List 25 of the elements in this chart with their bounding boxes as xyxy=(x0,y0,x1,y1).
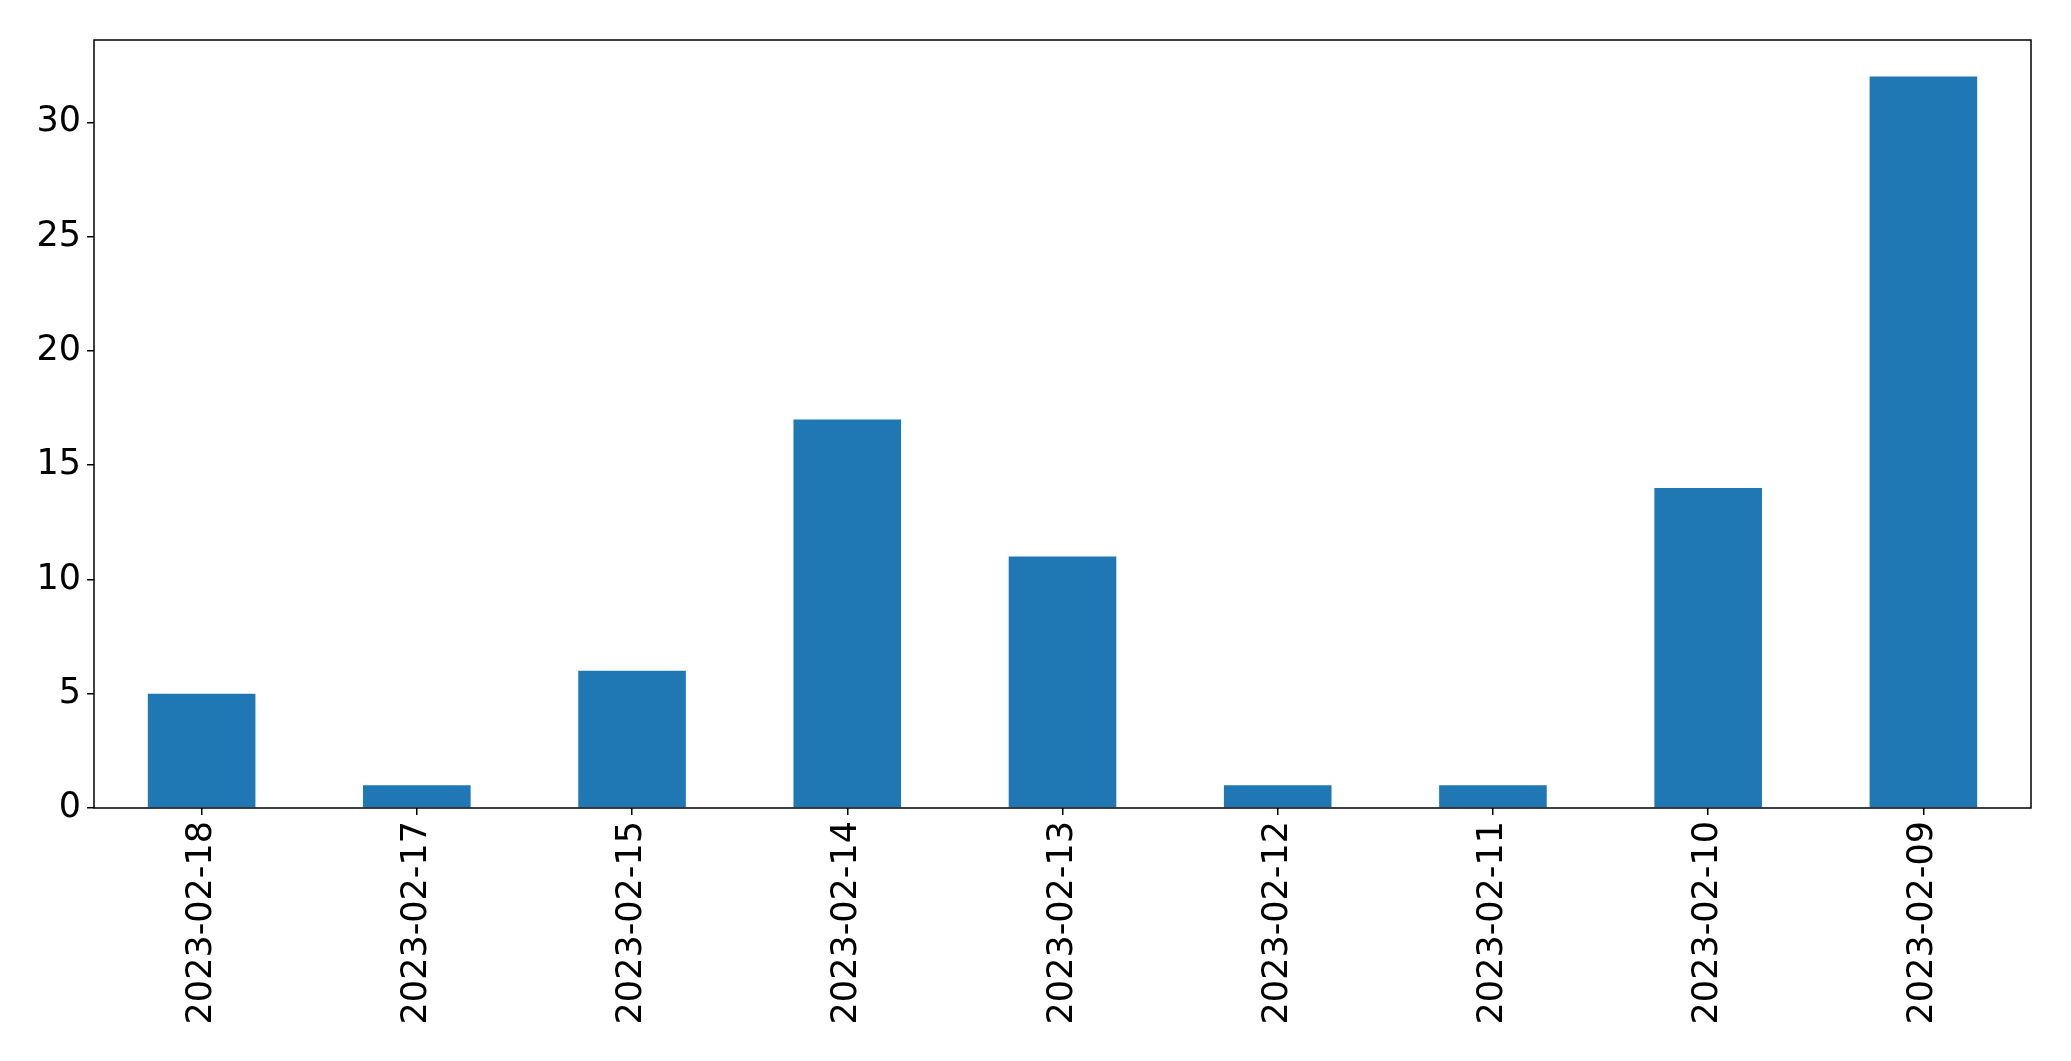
x-tick-label: 2023-02-11 xyxy=(1470,821,1511,1025)
y-tick-label: 30 xyxy=(36,99,81,140)
x-tick-label: 2023-02-15 xyxy=(609,821,650,1025)
y-tick-label: 20 xyxy=(36,327,81,368)
x-tick-label: 2023-02-12 xyxy=(1254,821,1295,1025)
bar xyxy=(793,419,902,808)
x-tick-label: 2023-02-13 xyxy=(1039,821,1080,1025)
y-tick-label: 15 xyxy=(36,442,81,483)
x-tick-label: 2023-02-17 xyxy=(393,821,434,1025)
bar xyxy=(1654,488,1762,808)
bar xyxy=(1223,785,1332,808)
x-tick-label: 2023-02-14 xyxy=(824,821,865,1025)
x-tick-label: 2023-02-18 xyxy=(178,821,219,1025)
x-tick-label: 2023-02-09 xyxy=(1900,821,1941,1025)
bar xyxy=(1869,76,1978,808)
x-tick-label: 2023-02-10 xyxy=(1685,821,1726,1025)
y-tick-label: 25 xyxy=(36,213,81,254)
bar xyxy=(1439,785,1547,808)
y-tick-label: 0 xyxy=(58,785,81,826)
y-tick-label: 10 xyxy=(36,556,81,597)
bar xyxy=(578,670,686,808)
bar xyxy=(147,693,256,808)
y-tick-label: 5 xyxy=(58,670,81,711)
bar xyxy=(363,785,471,808)
bar xyxy=(1008,556,1117,808)
